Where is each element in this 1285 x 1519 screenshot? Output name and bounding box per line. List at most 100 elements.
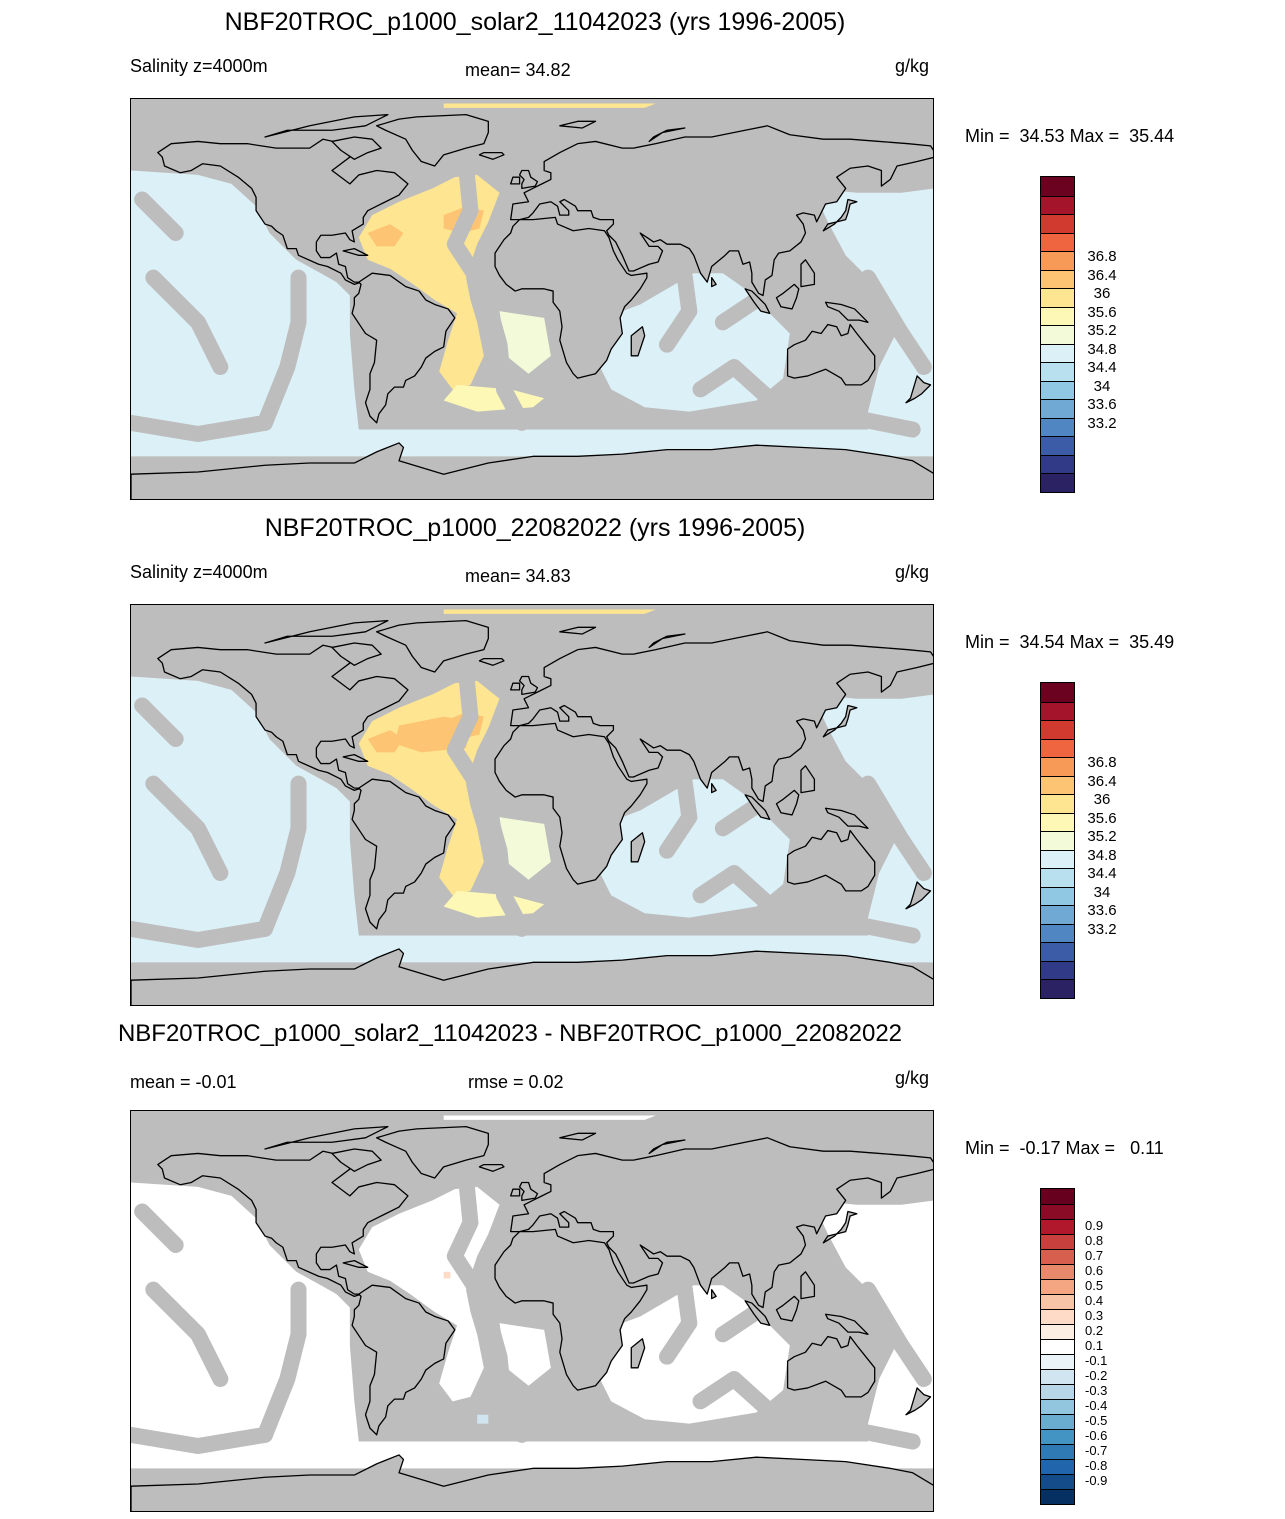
coastline-greenland xyxy=(376,113,489,167)
coastline-iceland xyxy=(478,151,505,160)
colorbar-box xyxy=(1041,1234,1074,1249)
colorbar-box xyxy=(1041,1309,1074,1324)
colorbar-box xyxy=(1041,380,1074,400)
colorbar-label: 0.4 xyxy=(1085,1293,1104,1308)
coastline-svalbard xyxy=(559,120,597,129)
coastline-baffin xyxy=(331,136,382,160)
colorbar-box xyxy=(1041,849,1074,869)
coastline-ireland xyxy=(510,176,521,185)
min-max-label: Min = -0.17 Max = 0.11 xyxy=(965,1138,1164,1158)
coastline-iceland xyxy=(478,1163,505,1172)
coastline-northAmerica xyxy=(157,1150,409,1298)
colorbar-box xyxy=(1041,812,1074,832)
colorbar-label: 36 xyxy=(1093,791,1111,809)
colorbar-box xyxy=(1041,269,1074,289)
colorbar-box xyxy=(1041,960,1074,980)
colorbar-box xyxy=(1041,454,1074,474)
colorbar-label: 34.4 xyxy=(1087,865,1117,883)
coastline-uk xyxy=(518,675,539,695)
colorbar xyxy=(1040,1188,1075,1505)
ridge-band xyxy=(131,414,273,442)
coastline-japan xyxy=(822,198,858,232)
coastline-sumatra xyxy=(744,794,771,821)
colorbar-label: 35.2 xyxy=(1087,322,1117,340)
colorbar-label: -0.4 xyxy=(1085,1398,1108,1413)
coastline-sriLanka xyxy=(711,277,717,288)
colorbar-label: 34 xyxy=(1093,377,1111,395)
colorbar-box xyxy=(1041,325,1074,344)
colorbar-label: 0.1 xyxy=(1085,1338,1104,1353)
colorbar-box xyxy=(1041,1384,1074,1399)
coastline-newZealand xyxy=(905,1387,932,1416)
world-map xyxy=(130,1110,934,1512)
colorbar-box xyxy=(1041,886,1074,906)
mean-label: mean = -0.01 xyxy=(130,1072,237,1092)
ocean-field xyxy=(499,1323,551,1386)
variable-label: Salinity z=4000m xyxy=(130,56,268,76)
coastline-borneo xyxy=(775,789,800,816)
coastline-philippines xyxy=(800,259,816,288)
mean-label: mean= 34.83 xyxy=(465,566,571,586)
coastline-antarctica xyxy=(131,1454,933,1511)
colorbar-box xyxy=(1041,1294,1074,1309)
coastline-newGuinea xyxy=(824,301,869,323)
colorbar-box xyxy=(1041,195,1074,215)
ridge-band xyxy=(692,1371,921,1450)
colorbar-box xyxy=(1041,288,1074,307)
colorbar-box xyxy=(1041,1459,1074,1474)
colorbar-box xyxy=(1041,1339,1074,1354)
colorbar-box xyxy=(1041,1324,1074,1339)
colorbar-label: 0.6 xyxy=(1085,1263,1104,1278)
ridge-band xyxy=(257,1281,307,1443)
ridge-band xyxy=(145,269,229,375)
colorbar-label: 0.8 xyxy=(1085,1233,1104,1248)
world-map xyxy=(130,98,934,500)
colorbar-label: 0.7 xyxy=(1085,1248,1104,1263)
ridge-band xyxy=(446,664,530,937)
colorbar-box xyxy=(1041,232,1074,252)
colorbar-box xyxy=(1041,1369,1074,1384)
colorbar-label: 33.6 xyxy=(1087,396,1117,414)
colorbar-box xyxy=(1041,794,1074,813)
colorbar-box xyxy=(1041,1489,1074,1504)
colorbar-label: -0.6 xyxy=(1085,1428,1108,1443)
ridge-band xyxy=(257,775,307,937)
coastline-svalbard xyxy=(559,626,597,635)
coastline-eurasia xyxy=(510,631,933,803)
colorbar-box xyxy=(1041,1429,1074,1444)
coastline-borneo xyxy=(775,283,800,310)
ridge-band xyxy=(659,1281,698,1365)
colorbar-box xyxy=(1041,868,1074,887)
ridge-band xyxy=(131,1426,273,1454)
colorbar-label: -0.3 xyxy=(1085,1383,1108,1398)
ocean-field xyxy=(443,609,656,614)
colorbar-label: 35.6 xyxy=(1087,809,1117,827)
colorbar-box xyxy=(1041,831,1074,850)
ridge-band xyxy=(257,269,307,431)
ocean-field xyxy=(367,730,404,753)
ridge-band xyxy=(860,775,932,881)
colorbar-label: 0.2 xyxy=(1085,1323,1104,1338)
coastline-newGuinea xyxy=(824,807,869,829)
coastline-uk xyxy=(518,1181,539,1201)
coastline-greenland xyxy=(376,1125,489,1179)
colorbar-box xyxy=(1041,251,1074,270)
colorbar-label: -0.9 xyxy=(1085,1473,1108,1488)
ridge-band xyxy=(134,191,184,241)
coastline-philippines xyxy=(800,765,816,794)
coastline-australia xyxy=(786,323,876,386)
colorbar-label: -0.7 xyxy=(1085,1443,1108,1458)
coastline-cuba xyxy=(342,247,369,256)
coastline-madagascar xyxy=(630,832,646,863)
colorbar-box xyxy=(1041,720,1074,739)
colorbar-box xyxy=(1041,757,1074,776)
coastline-japan xyxy=(822,704,858,738)
coastline-arcticIsl xyxy=(264,1125,389,1150)
units-label: g/kg xyxy=(895,1068,930,1088)
colorbar-label: 34.8 xyxy=(1087,340,1117,358)
coastline-newGuinea xyxy=(824,1313,869,1335)
coastline-australia xyxy=(786,1335,876,1398)
colorbar-box xyxy=(1041,1474,1074,1489)
colorbar-box xyxy=(1041,1249,1074,1264)
colorbar-box xyxy=(1041,1279,1074,1294)
